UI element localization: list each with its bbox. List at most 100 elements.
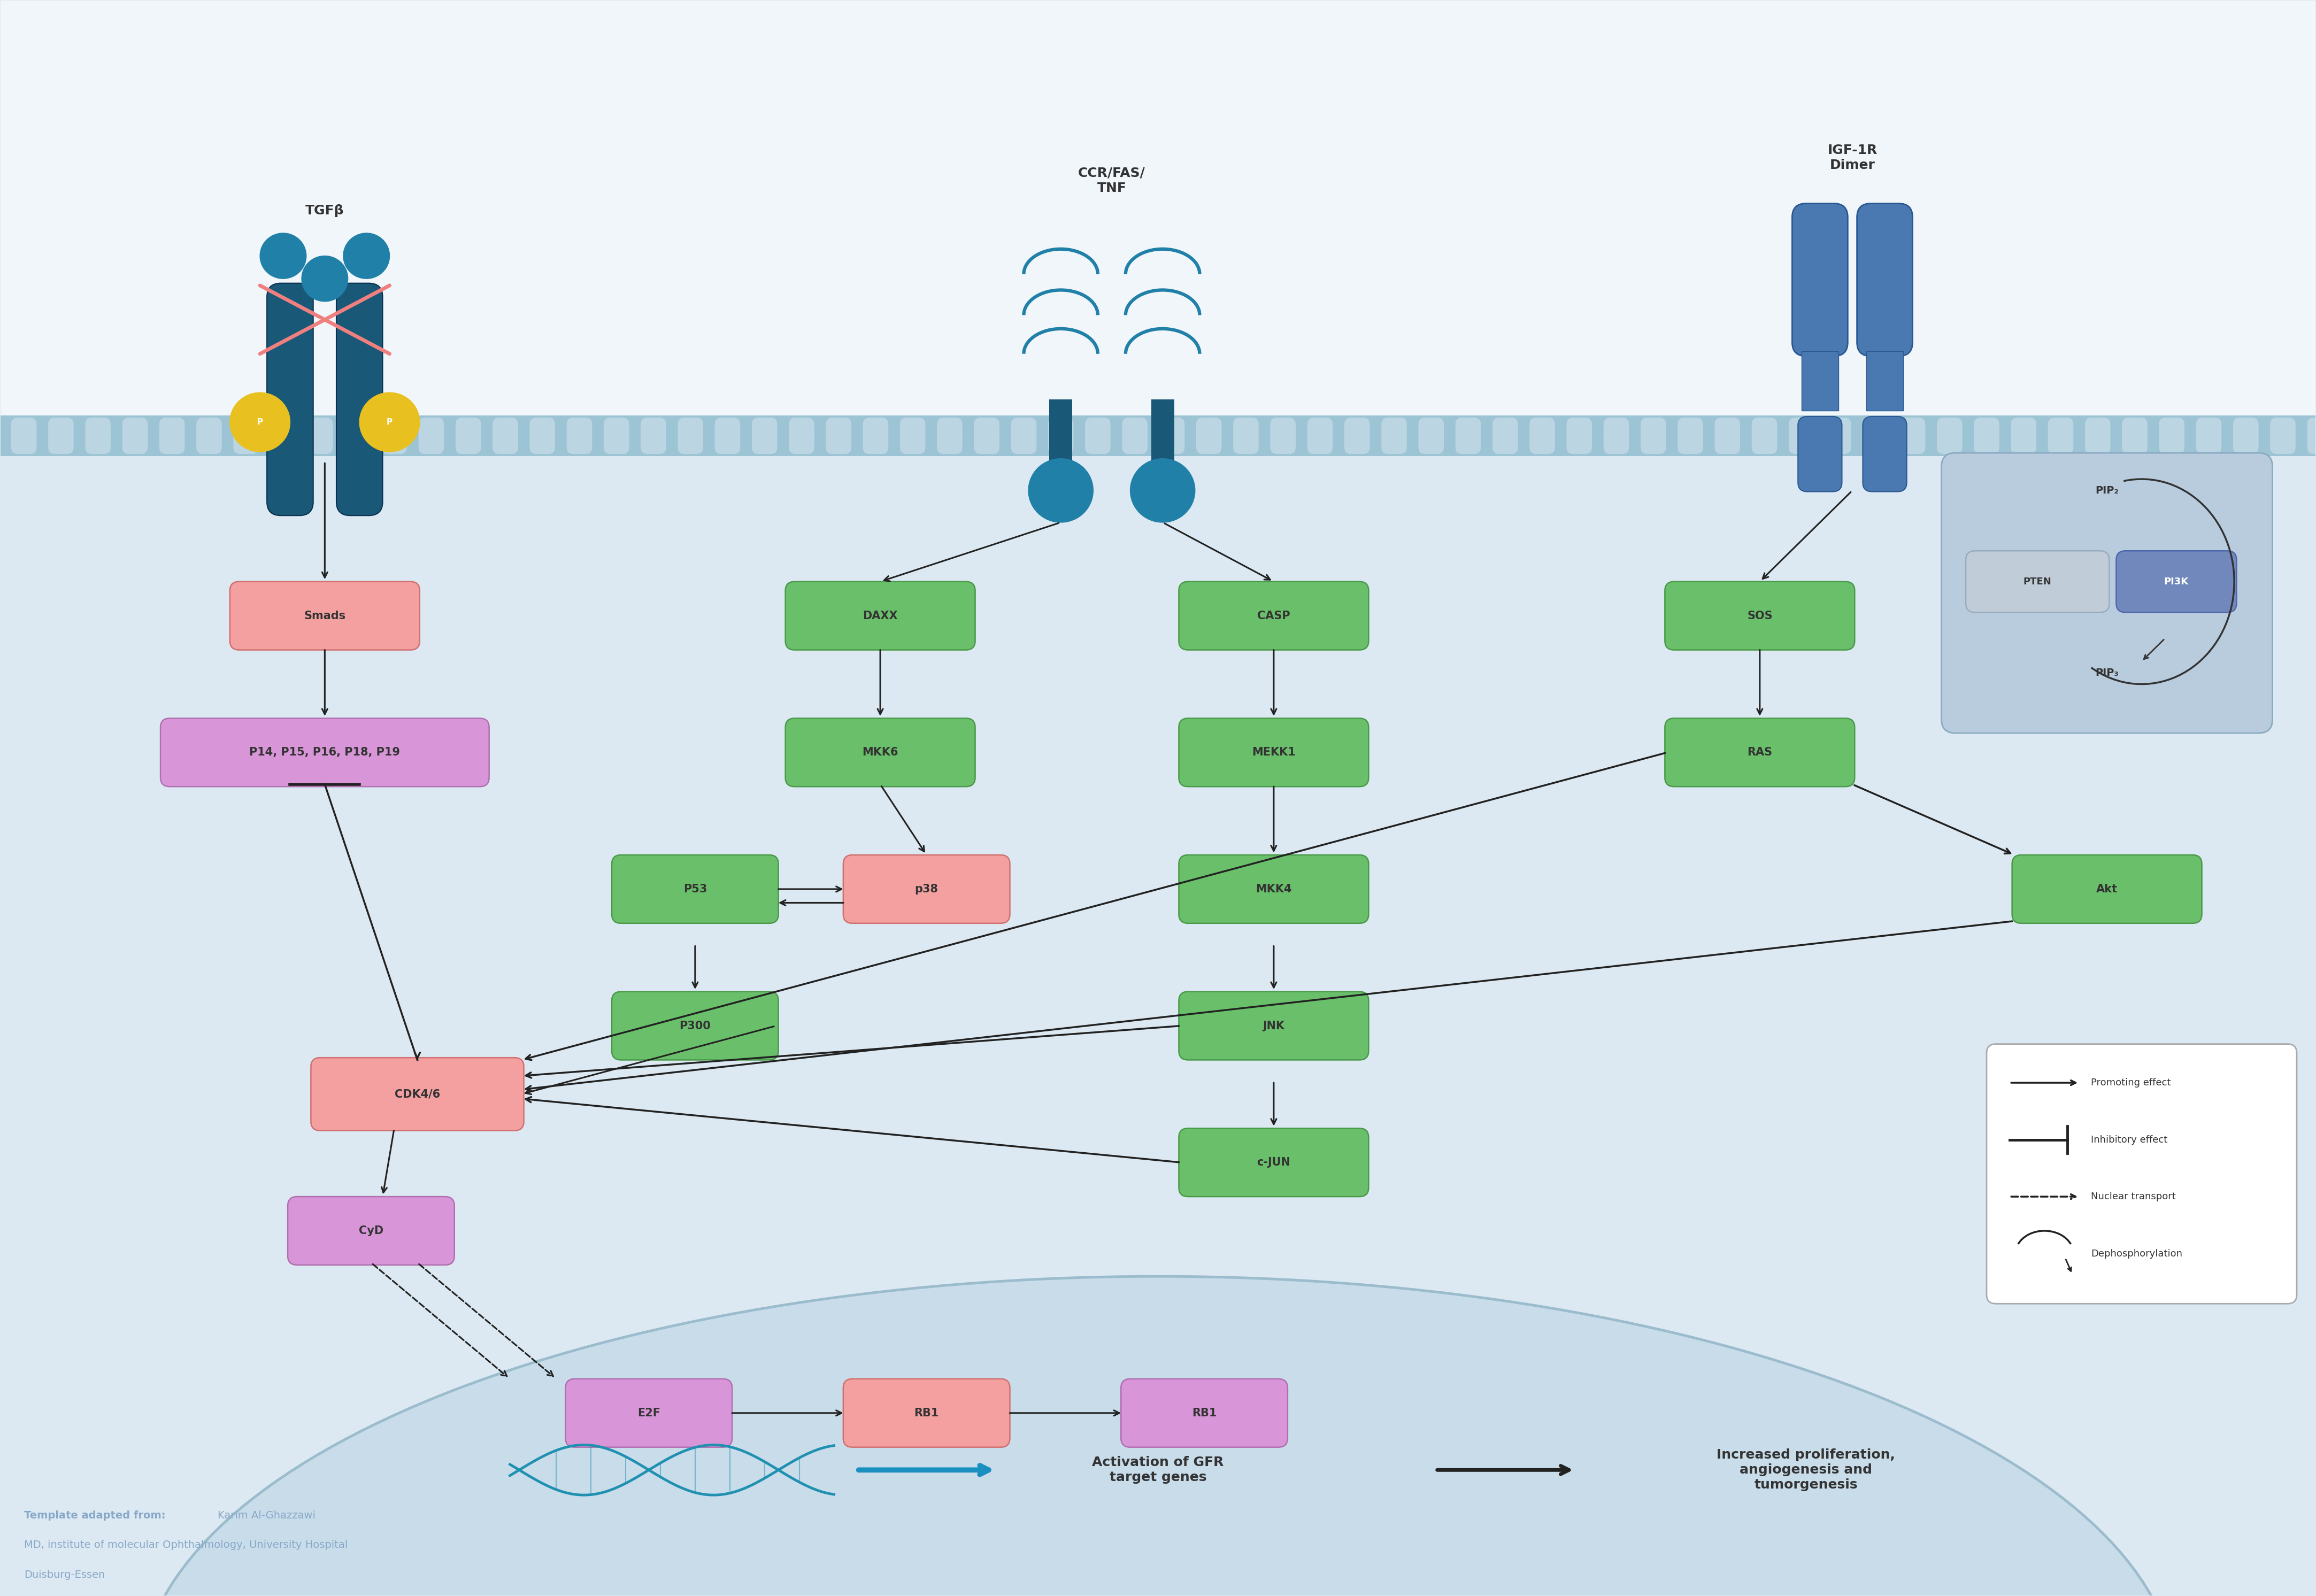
- Text: CyD: CyD: [359, 1226, 384, 1237]
- Text: PI3K: PI3K: [2163, 576, 2189, 586]
- Bar: [0, 0, 2316, 436]
- FancyBboxPatch shape: [1751, 418, 1776, 453]
- FancyBboxPatch shape: [530, 418, 556, 453]
- FancyBboxPatch shape: [1793, 203, 1848, 356]
- Ellipse shape: [139, 1277, 2177, 1596]
- FancyBboxPatch shape: [308, 418, 334, 453]
- FancyBboxPatch shape: [1603, 418, 1628, 453]
- Bar: [0, 436, 2316, 1596]
- FancyBboxPatch shape: [938, 418, 963, 453]
- FancyBboxPatch shape: [1797, 417, 1841, 492]
- Text: PTEN: PTEN: [2024, 576, 2052, 586]
- FancyBboxPatch shape: [2233, 418, 2258, 453]
- FancyBboxPatch shape: [1640, 418, 1665, 453]
- Bar: [0, 415, 2316, 456]
- Text: Template adapted from:: Template adapted from:: [23, 1510, 164, 1521]
- FancyBboxPatch shape: [1973, 418, 1999, 453]
- Text: Smads: Smads: [303, 610, 345, 621]
- FancyBboxPatch shape: [1232, 418, 1258, 453]
- FancyBboxPatch shape: [1179, 1128, 1369, 1197]
- FancyBboxPatch shape: [1492, 418, 1517, 453]
- Text: Increased proliferation,
angiogenesis and
tumorgenesis: Increased proliferation, angiogenesis an…: [1716, 1449, 1894, 1491]
- FancyBboxPatch shape: [2117, 551, 2237, 613]
- FancyBboxPatch shape: [2307, 418, 2316, 453]
- FancyBboxPatch shape: [2084, 418, 2110, 453]
- FancyBboxPatch shape: [1714, 418, 1739, 453]
- Text: Dephosphorylation: Dephosphorylation: [2091, 1248, 2182, 1258]
- FancyBboxPatch shape: [611, 855, 778, 922]
- Text: SOS: SOS: [1746, 610, 1772, 621]
- FancyBboxPatch shape: [2047, 418, 2073, 453]
- Circle shape: [1130, 458, 1195, 522]
- Text: Duisburg-Essen: Duisburg-Essen: [23, 1570, 104, 1580]
- Text: CASP: CASP: [1258, 610, 1290, 621]
- FancyBboxPatch shape: [1665, 581, 1855, 650]
- FancyBboxPatch shape: [1417, 418, 1443, 453]
- Text: c-JUN: c-JUN: [1258, 1157, 1290, 1168]
- Text: P: P: [257, 418, 264, 426]
- FancyBboxPatch shape: [864, 418, 889, 453]
- FancyBboxPatch shape: [785, 718, 975, 787]
- FancyBboxPatch shape: [229, 581, 419, 650]
- FancyBboxPatch shape: [336, 282, 382, 516]
- FancyBboxPatch shape: [1049, 418, 1075, 453]
- Text: MD, institute of molecular Ophthalmology, University Hospital: MD, institute of molecular Ophthalmology…: [23, 1540, 347, 1550]
- FancyBboxPatch shape: [1566, 418, 1591, 453]
- FancyBboxPatch shape: [1936, 418, 1962, 453]
- FancyBboxPatch shape: [49, 418, 74, 453]
- FancyBboxPatch shape: [1343, 418, 1369, 453]
- FancyBboxPatch shape: [2121, 418, 2147, 453]
- FancyBboxPatch shape: [2270, 418, 2295, 453]
- FancyBboxPatch shape: [1987, 1044, 2297, 1304]
- FancyBboxPatch shape: [1195, 418, 1221, 453]
- FancyBboxPatch shape: [843, 1379, 1010, 1448]
- FancyBboxPatch shape: [843, 855, 1010, 922]
- FancyBboxPatch shape: [611, 991, 778, 1060]
- Circle shape: [301, 255, 347, 302]
- Bar: [1151, 399, 1174, 468]
- FancyBboxPatch shape: [1380, 418, 1406, 453]
- FancyBboxPatch shape: [1121, 1379, 1288, 1448]
- Text: Karim Al-Ghazzawi: Karim Al-Ghazzawi: [218, 1510, 315, 1521]
- Circle shape: [259, 233, 306, 279]
- Text: E2F: E2F: [637, 1408, 660, 1419]
- FancyBboxPatch shape: [1825, 418, 1850, 453]
- FancyBboxPatch shape: [565, 1379, 732, 1448]
- FancyBboxPatch shape: [716, 418, 741, 453]
- FancyBboxPatch shape: [1529, 418, 1554, 453]
- FancyBboxPatch shape: [86, 418, 111, 453]
- Circle shape: [229, 393, 290, 452]
- FancyBboxPatch shape: [12, 418, 37, 453]
- FancyBboxPatch shape: [1269, 418, 1295, 453]
- FancyBboxPatch shape: [2159, 418, 2184, 453]
- FancyBboxPatch shape: [901, 418, 926, 453]
- FancyBboxPatch shape: [2010, 418, 2036, 453]
- Text: IGF-1R
Dimer: IGF-1R Dimer: [1827, 144, 1878, 172]
- FancyBboxPatch shape: [382, 418, 408, 453]
- Text: CCR/FAS/
TNF: CCR/FAS/ TNF: [1077, 166, 1146, 195]
- Text: JNK: JNK: [1262, 1020, 1285, 1031]
- FancyBboxPatch shape: [642, 418, 667, 453]
- FancyBboxPatch shape: [271, 418, 296, 453]
- Text: Activation of GFR
target genes: Activation of GFR target genes: [1093, 1456, 1223, 1484]
- FancyBboxPatch shape: [1862, 417, 1906, 492]
- FancyBboxPatch shape: [160, 718, 489, 787]
- FancyBboxPatch shape: [604, 418, 630, 453]
- FancyBboxPatch shape: [975, 418, 1001, 453]
- Text: PIP₂: PIP₂: [2096, 485, 2119, 496]
- Text: RB1: RB1: [915, 1408, 938, 1419]
- FancyBboxPatch shape: [1857, 203, 1913, 356]
- Text: DAXX: DAXX: [864, 610, 899, 621]
- Text: MEKK1: MEKK1: [1253, 747, 1295, 758]
- FancyBboxPatch shape: [160, 418, 185, 453]
- FancyBboxPatch shape: [1086, 418, 1112, 453]
- FancyBboxPatch shape: [1899, 418, 1925, 453]
- FancyBboxPatch shape: [1862, 418, 1888, 453]
- Text: P300: P300: [679, 1020, 711, 1031]
- FancyBboxPatch shape: [790, 418, 815, 453]
- FancyBboxPatch shape: [567, 418, 593, 453]
- Text: Nuclear transport: Nuclear transport: [2091, 1192, 2175, 1202]
- FancyBboxPatch shape: [493, 418, 519, 453]
- FancyBboxPatch shape: [1012, 418, 1038, 453]
- FancyBboxPatch shape: [234, 418, 259, 453]
